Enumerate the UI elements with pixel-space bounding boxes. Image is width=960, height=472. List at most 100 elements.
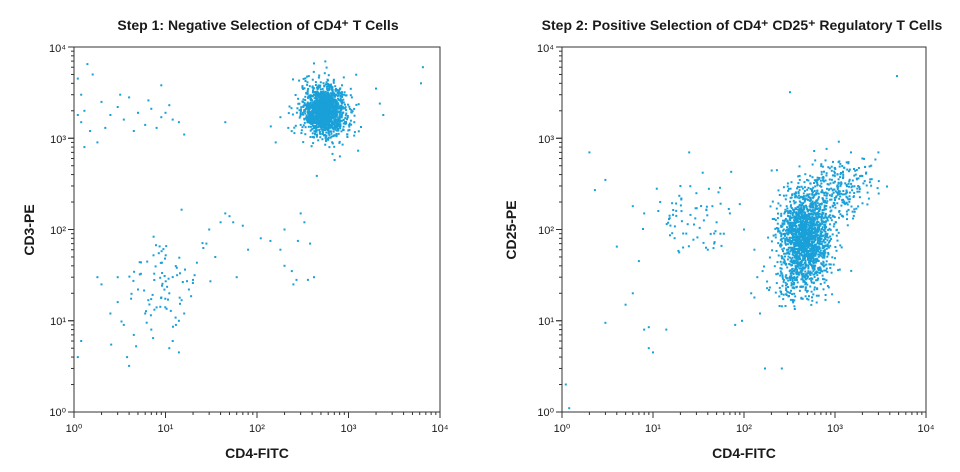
x-tick-label: 10¹ <box>645 423 661 435</box>
scatter-point <box>795 265 798 268</box>
scatter-point <box>784 240 787 243</box>
scatter-point <box>679 204 682 207</box>
scatter-point <box>821 176 824 179</box>
scatter-point <box>146 260 149 263</box>
scatter-point <box>201 242 204 245</box>
scatter-point <box>813 211 816 214</box>
scatter-point <box>780 293 783 295</box>
scatter-point <box>122 323 125 326</box>
scatter-point <box>320 111 323 114</box>
scatter-point <box>328 130 331 133</box>
scatter-point <box>316 111 319 114</box>
scatter-point <box>796 214 799 217</box>
scatter-point <box>300 132 303 135</box>
scatter-point <box>837 140 840 143</box>
scatter-point <box>780 233 783 236</box>
scatter-point <box>782 219 784 222</box>
scatter-point <box>838 216 840 219</box>
scatter-point <box>319 113 322 116</box>
scatter-point <box>138 261 141 264</box>
scatter-point <box>821 274 824 277</box>
scatter-point <box>790 221 793 224</box>
scatter-point <box>132 130 135 132</box>
scatter-point <box>337 117 340 120</box>
scatter-point <box>326 106 329 109</box>
scatter-point <box>861 157 864 160</box>
scatter-point <box>848 185 850 188</box>
scatter-point <box>771 249 774 252</box>
scatter-point <box>302 141 305 144</box>
scatter-point <box>756 276 759 279</box>
scatter-point <box>795 215 798 218</box>
scatter-point <box>335 129 338 132</box>
scatter-point <box>329 105 332 108</box>
scatter-point <box>848 170 850 173</box>
scatter-point <box>339 97 342 100</box>
scatter-point <box>796 206 799 209</box>
scatter-point <box>133 270 136 273</box>
scatter-point <box>798 165 801 168</box>
scatter-point <box>604 178 607 181</box>
scatter-point <box>802 285 805 288</box>
scatter-point <box>826 200 829 203</box>
scatter-point <box>839 176 842 179</box>
scatter-point <box>186 280 188 283</box>
scatter-point <box>330 132 333 135</box>
scatter-point <box>318 74 321 77</box>
scatter-point <box>808 208 811 211</box>
scatter-point <box>866 203 869 206</box>
scatter-point <box>784 211 787 213</box>
scatter-point <box>809 270 812 273</box>
scatter-point <box>810 220 813 223</box>
scatter-point <box>811 250 814 253</box>
scatter-point <box>783 252 786 255</box>
scatter-point <box>796 208 799 211</box>
scatter-point <box>796 187 798 190</box>
scatter-point <box>795 211 798 214</box>
scatter-point <box>328 114 331 117</box>
scatter-point <box>801 211 804 214</box>
scatter-point <box>818 271 821 274</box>
scatter-point <box>350 109 353 112</box>
scatter-point <box>826 232 829 235</box>
scatter-point <box>829 228 832 231</box>
scatter-point <box>798 212 801 215</box>
scatter-point <box>804 238 807 240</box>
scatter-point <box>804 289 807 292</box>
scatter-point <box>805 217 808 220</box>
scatter-point <box>797 248 800 251</box>
scatter-point <box>331 121 334 124</box>
scatter-point <box>834 168 837 170</box>
scatter-point <box>809 218 812 221</box>
scatter-point <box>832 215 835 218</box>
scatter-point <box>310 120 313 123</box>
scatter-point <box>826 270 829 273</box>
scatter-point <box>874 158 877 161</box>
scatter-point <box>804 222 807 225</box>
scatter-point <box>806 208 809 210</box>
scatter-point <box>593 189 596 192</box>
scatter-point <box>810 279 813 282</box>
scatter-point <box>808 295 810 298</box>
scatter-point <box>810 245 813 248</box>
scatter-point <box>827 286 830 289</box>
scatter-point <box>631 292 634 295</box>
scatter-point <box>820 237 823 240</box>
scatter-point <box>810 243 813 246</box>
scatter-point <box>821 222 824 225</box>
scatter-point <box>852 214 855 217</box>
scatter-point <box>643 212 646 215</box>
scatter-point <box>375 87 377 90</box>
scatter-point <box>805 244 808 247</box>
scatter-point <box>269 239 272 242</box>
scatter-point <box>179 272 181 275</box>
scatter-point <box>808 232 811 235</box>
scatter-point <box>322 125 325 128</box>
scatter-point <box>796 275 799 278</box>
scatter-point <box>868 165 871 168</box>
scatter-point <box>815 249 818 252</box>
scatter-point <box>325 98 328 101</box>
scatter-point <box>331 105 334 108</box>
scatter-point <box>798 263 801 266</box>
scatter-point <box>824 224 827 227</box>
